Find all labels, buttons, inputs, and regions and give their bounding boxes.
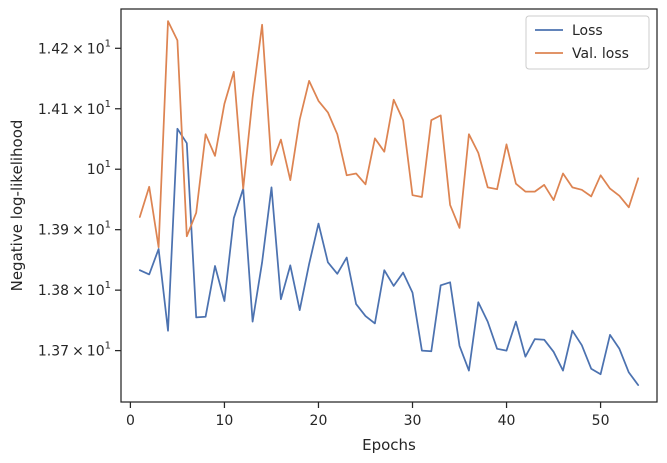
y-tick-base: 10	[87, 102, 105, 118]
y-tick-exponent: 1	[105, 159, 111, 170]
y-tick-label: 1.42 × 101	[38, 38, 111, 57]
legend-label: Loss	[572, 23, 603, 39]
legend: Loss Val. loss	[525, 15, 650, 70]
y-tick-mantissa: 1.41	[38, 102, 69, 118]
y-tick-base: 10	[87, 162, 105, 178]
y-tick-label: 1.37 × 101	[38, 341, 111, 360]
y-tick-exponent: 1	[105, 341, 111, 352]
axes-frame	[120, 8, 658, 403]
y-tick-times: ×	[72, 102, 84, 118]
y-tick-exponent: 1	[105, 220, 111, 231]
legend-label: Val. loss	[572, 46, 629, 62]
y-tick-times: ×	[72, 344, 84, 360]
series-line-val-loss	[138, 20, 640, 249]
x-tick-label: 10	[216, 413, 234, 429]
plot-area	[138, 20, 640, 386]
x-tick-label: 50	[592, 413, 610, 429]
x-tick-label: 30	[404, 413, 422, 429]
series-line-loss	[138, 127, 640, 386]
y-tick-label: 1.41 × 101	[38, 99, 111, 118]
y-tick-base: 10	[87, 344, 105, 360]
y-tick-label: 1.38 × 101	[38, 280, 111, 299]
y-tick-base: 10	[87, 283, 105, 299]
x-axis-label: Epochs	[362, 436, 416, 454]
y-tick-times: ×	[72, 283, 84, 299]
y-tick-base: 10	[87, 223, 105, 239]
y-tick-base: 10	[87, 41, 105, 57]
y-tick-label: 101	[87, 159, 111, 178]
x-tick-label: 20	[310, 413, 328, 429]
y-tick-mantissa: 1.42	[38, 41, 69, 57]
y-tick-exponent: 1	[105, 280, 111, 291]
x-tick-label: 0	[126, 413, 135, 429]
y-tick-mantissa: 1.38	[38, 283, 69, 299]
y-tick-mantissa: 1.39	[38, 223, 69, 239]
y-tick-mantissa: 1.37	[38, 344, 69, 360]
y-tick-times: ×	[72, 41, 84, 57]
y-tick-times: ×	[72, 223, 84, 239]
y-tick-label: 1.39 × 101	[38, 220, 111, 239]
x-axis: 0 10 20 30 40 50	[126, 402, 610, 429]
y-tick-exponent: 1	[105, 38, 111, 49]
y-axis-label: Negative log-likelihood	[8, 120, 26, 292]
x-tick-label: 40	[498, 413, 516, 429]
y-tick-exponent: 1	[105, 99, 111, 110]
